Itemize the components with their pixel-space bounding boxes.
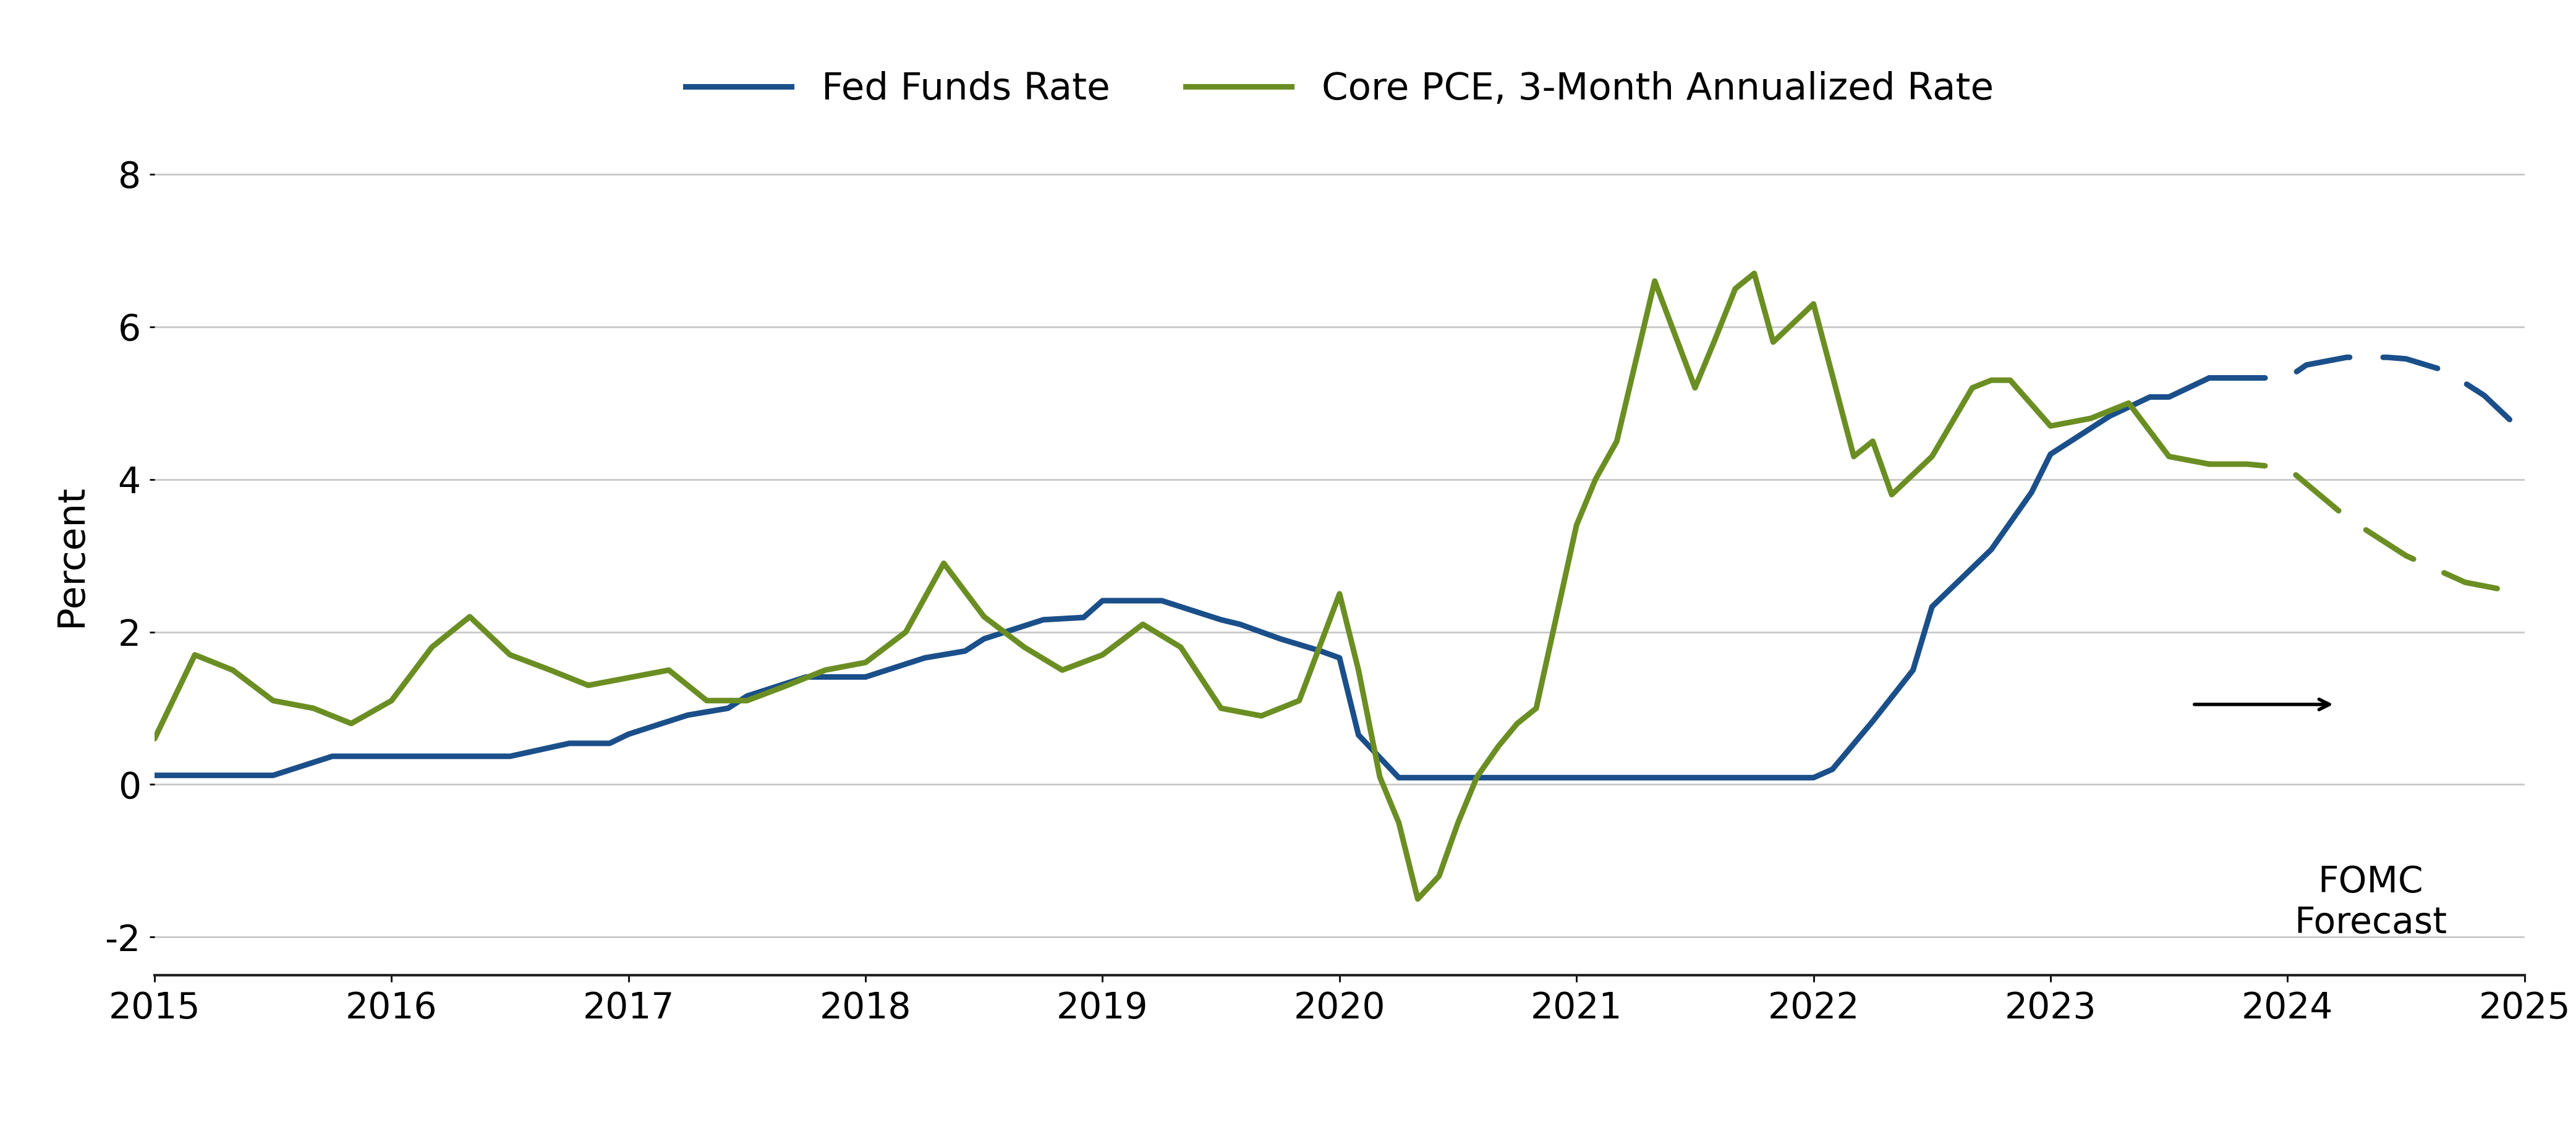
Text: FOMC
Forecast: FOMC Forecast	[2295, 865, 2447, 941]
Legend: Fed Funds Rate, Core PCE, 3-Month Annualized Rate: Fed Funds Rate, Core PCE, 3-Month Annual…	[685, 71, 1994, 108]
Y-axis label: Percent: Percent	[54, 484, 90, 627]
